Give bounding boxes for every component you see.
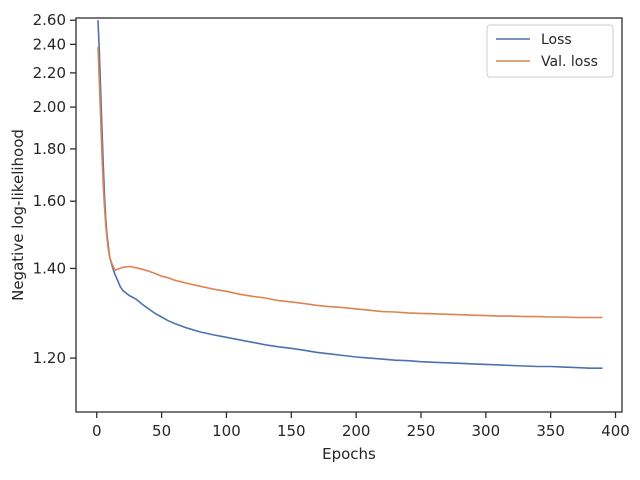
y-axis-label: Negative log-likelihood (9, 129, 27, 301)
x-tick-label: 300 (472, 422, 501, 440)
y-tick-label: 1.20 (33, 349, 66, 367)
x-tick-label: 200 (342, 422, 371, 440)
series-line-val-loss (97, 46, 603, 319)
y-tick-label: 2.20 (33, 64, 66, 82)
y-tick-label: 2.60 (33, 11, 66, 29)
x-axis-label: Epochs (322, 445, 376, 463)
plot-frame (75, 17, 623, 413)
x-tick-label: 100 (212, 422, 241, 440)
y-tick-label: 2.40 (33, 35, 66, 53)
x-tick-label: 250 (407, 422, 436, 440)
x-tick-label: 150 (277, 422, 306, 440)
x-tick-label: 50 (152, 422, 171, 440)
legend-label-val-loss: Val. loss (541, 54, 598, 70)
legend-box (486, 24, 614, 78)
y-tick-label: 2.00 (33, 98, 66, 116)
plot-series (97, 20, 603, 370)
x-tick-label: 400 (601, 422, 630, 440)
legend-label-loss: Loss (541, 32, 572, 48)
legend: Loss Val. loss (486, 24, 614, 78)
y-tick-label: 1.40 (33, 259, 66, 277)
y-tick-label: 1.60 (33, 192, 66, 210)
y-tick-label: 1.80 (33, 140, 66, 158)
x-tick-label: 350 (536, 422, 565, 440)
x-tick-label: 0 (92, 422, 102, 440)
y-axis: 1.20 1.40 1.60 1.80 2.00 2.20 2.40 2.60 (33, 11, 76, 367)
x-axis: 0 50 100 150 200 250 300 350 400 (92, 412, 630, 440)
